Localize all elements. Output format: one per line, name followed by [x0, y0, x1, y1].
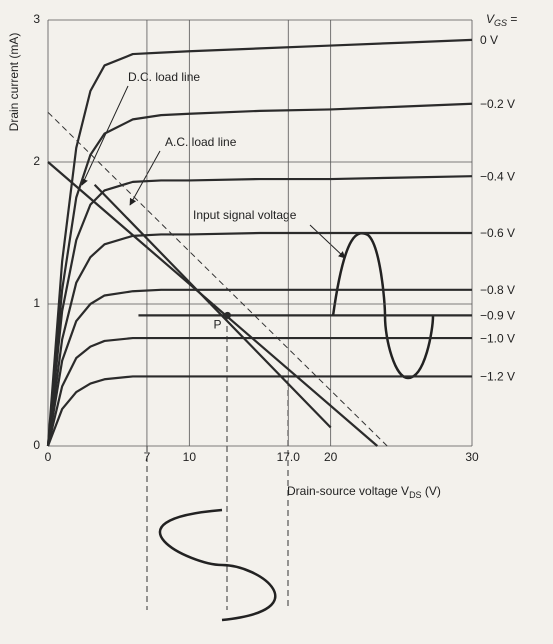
- y-tick-label: 3: [33, 12, 40, 26]
- legend-label: −0.2 V: [480, 97, 515, 111]
- legend-label: 0 V: [480, 33, 498, 47]
- x-tick-label: 7: [144, 450, 151, 464]
- y-tick-label: 2: [33, 154, 40, 168]
- annotation: Input signal voltage: [193, 208, 297, 222]
- x-tick-label: 30: [465, 450, 479, 464]
- q-point: [223, 311, 231, 319]
- x-tick-label: 10: [183, 450, 197, 464]
- y-tick-label: 1: [33, 296, 40, 310]
- x-axis-label: Drain-source voltage VDS (V): [287, 484, 441, 500]
- legend-title: VGS =: [486, 12, 517, 28]
- x-tick-label: 20: [324, 450, 338, 464]
- legend-label: −0.4 V: [480, 169, 515, 183]
- annotation-arrow: [81, 85, 129, 186]
- x-tick-label: 0: [45, 450, 52, 464]
- characteristic-curve: [46, 102, 473, 447]
- load-line: [93, 183, 332, 429]
- characteristic-curve: [46, 38, 473, 447]
- x-axis-label-part: (V): [422, 484, 441, 498]
- annotation: D.C. load line: [128, 70, 200, 84]
- x-axis-label-part: Drain-source voltage V: [287, 484, 409, 498]
- characteristic-curve: [46, 336, 472, 447]
- characteristic-curve: [46, 231, 472, 447]
- annotation-arrow: [309, 224, 346, 259]
- legend-title-part: GS: [494, 18, 507, 28]
- y-axis-label: Drain current (mA): [7, 33, 21, 132]
- legend-label: −0.8 V: [480, 283, 515, 297]
- legend-label: −0.6 V: [480, 226, 515, 240]
- y-tick-label: 0: [33, 438, 40, 452]
- output-waveform: [158, 508, 277, 622]
- legend-label: −1.0 V: [480, 331, 515, 345]
- q-point-label: P: [213, 318, 221, 332]
- legend-title-part: V: [486, 12, 495, 26]
- annotation-arrow: [129, 150, 161, 206]
- input-waveform: [331, 232, 435, 380]
- legend-label: −1.2 V: [480, 370, 515, 384]
- characteristic-curve: [46, 175, 473, 447]
- characteristic-curve: [46, 375, 472, 447]
- annotation: A.C. load line: [165, 135, 237, 149]
- x-tick-label: 17.0: [277, 450, 301, 464]
- legend-label: −0.9 V: [480, 309, 515, 323]
- load-line: [47, 161, 379, 447]
- legend-title-part: =: [507, 12, 517, 26]
- characteristic-curve: [46, 288, 472, 447]
- x-axis-label-part: DS: [409, 490, 422, 500]
